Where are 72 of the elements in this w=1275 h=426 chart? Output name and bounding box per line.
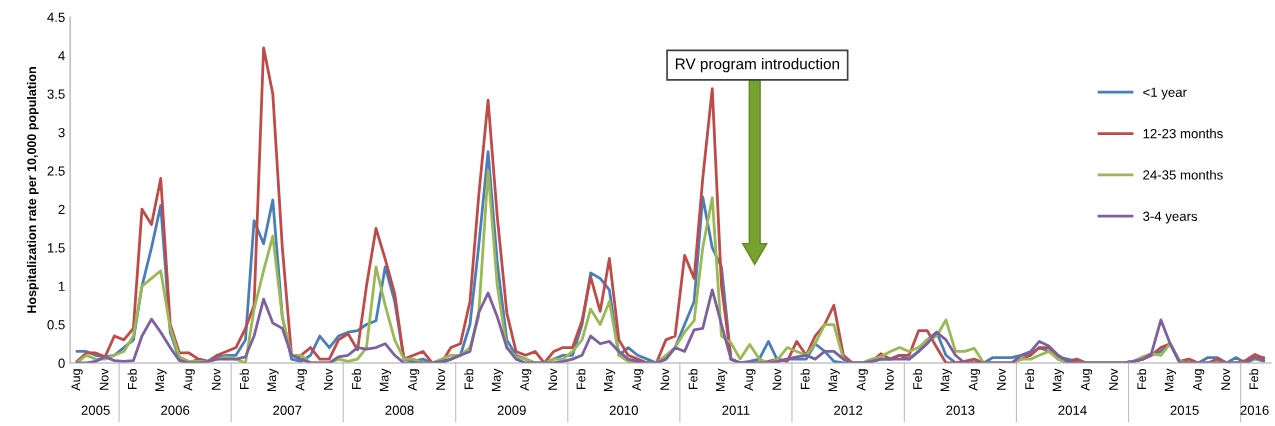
y-tick-label: 2.5 [47, 166, 65, 176]
x-tick-label: May [1164, 368, 1176, 392]
x-tick-label: Feb [576, 369, 586, 390]
x-tick-label: Feb [239, 369, 249, 390]
x-tick-label: Aug [295, 369, 307, 391]
y-tick-label: 0 [58, 358, 65, 368]
x-tick-label: Feb [1024, 369, 1035, 390]
x-tick-label: May [491, 368, 504, 392]
x-tick-label: May [267, 368, 279, 392]
x-tick-label: Feb [800, 369, 810, 390]
x-tick-label: May [155, 368, 167, 392]
x-tick-label: Aug [71, 369, 83, 391]
text: 2013 [946, 405, 975, 415]
text: 2009 [497, 405, 526, 415]
x-tick-label: Nov [772, 368, 782, 390]
text: 2016 [1240, 405, 1269, 415]
x-tick-label: Nov [885, 368, 894, 390]
x-tick-label: Nov [99, 368, 109, 390]
x-tick-label: Nov [660, 368, 670, 390]
x-tick-label: Nov [1109, 368, 1118, 390]
x-tick-label: Nov [323, 368, 333, 390]
text: 2012 [834, 405, 863, 415]
text: 2011 [722, 405, 750, 415]
y-tick-label: 1.5 [47, 243, 65, 253]
y-tick-label: 4 [58, 51, 65, 61]
x-tick-label: Feb [1249, 369, 1259, 390]
x-tick-label: May [828, 368, 840, 392]
x-tick-label: Feb [688, 369, 698, 390]
text: 2010 [609, 405, 638, 415]
line-series [75, 46, 1266, 363]
legend-label: <1 year [1143, 87, 1187, 100]
legend-label: 24-35 months [1143, 169, 1223, 180]
x-tick-label: Feb [912, 369, 922, 390]
y-axis-title: Hospitalization rate per 10,000 population [26, 67, 39, 313]
text: 2014 [1058, 405, 1087, 415]
x-tick-label: Nov [1221, 368, 1230, 390]
x-tick-label: Aug [744, 369, 756, 391]
y-tick-label: 1 [58, 281, 65, 291]
x-tick-label: Aug [183, 369, 195, 391]
x-tick-label: May [716, 368, 728, 392]
text: 2008 [385, 405, 414, 415]
x-tick-label: May [940, 368, 952, 392]
y-tick-label: 2 [58, 204, 65, 214]
text: 2007 [273, 405, 302, 415]
x-tick-label: Nov [436, 368, 446, 390]
text: 2005 [81, 405, 110, 415]
x-tick-label: Aug [1080, 369, 1093, 391]
x-tick-label: Aug [1193, 369, 1205, 391]
x-tick-label: May [604, 368, 616, 392]
y-tick-label: 4.5 [47, 12, 65, 22]
x-tick-label: Feb [127, 369, 137, 390]
x-tick-label: Aug [408, 369, 420, 391]
x-tick-label: Nov [211, 368, 221, 390]
annotation: RV program introduction [675, 58, 840, 73]
y-tick-label: 0.5 [47, 320, 65, 330]
y-tick-label: 3.5 [47, 89, 65, 99]
x-tick-label: May [379, 368, 392, 392]
x-tick-label: Feb [464, 369, 474, 390]
x-tick-label: Nov [997, 368, 1006, 390]
legend-label: 3-4 years [1143, 211, 1198, 224]
x-tick-label: Aug [632, 369, 644, 391]
text: 2015 [1170, 405, 1199, 415]
x-tick-label: Aug [968, 369, 981, 391]
x-tick-label: May [1052, 368, 1064, 392]
x-tick-label: Aug [856, 369, 868, 391]
x-tick-label: Aug [520, 369, 532, 391]
x-tick-label: Feb [351, 369, 361, 390]
text: 2006 [161, 405, 190, 415]
legend-label: 12-23 months [1143, 128, 1223, 139]
x-tick-label: Nov [548, 368, 558, 390]
y-tick-label: 3 [58, 127, 65, 138]
x-tick-label: Feb [1136, 369, 1147, 390]
